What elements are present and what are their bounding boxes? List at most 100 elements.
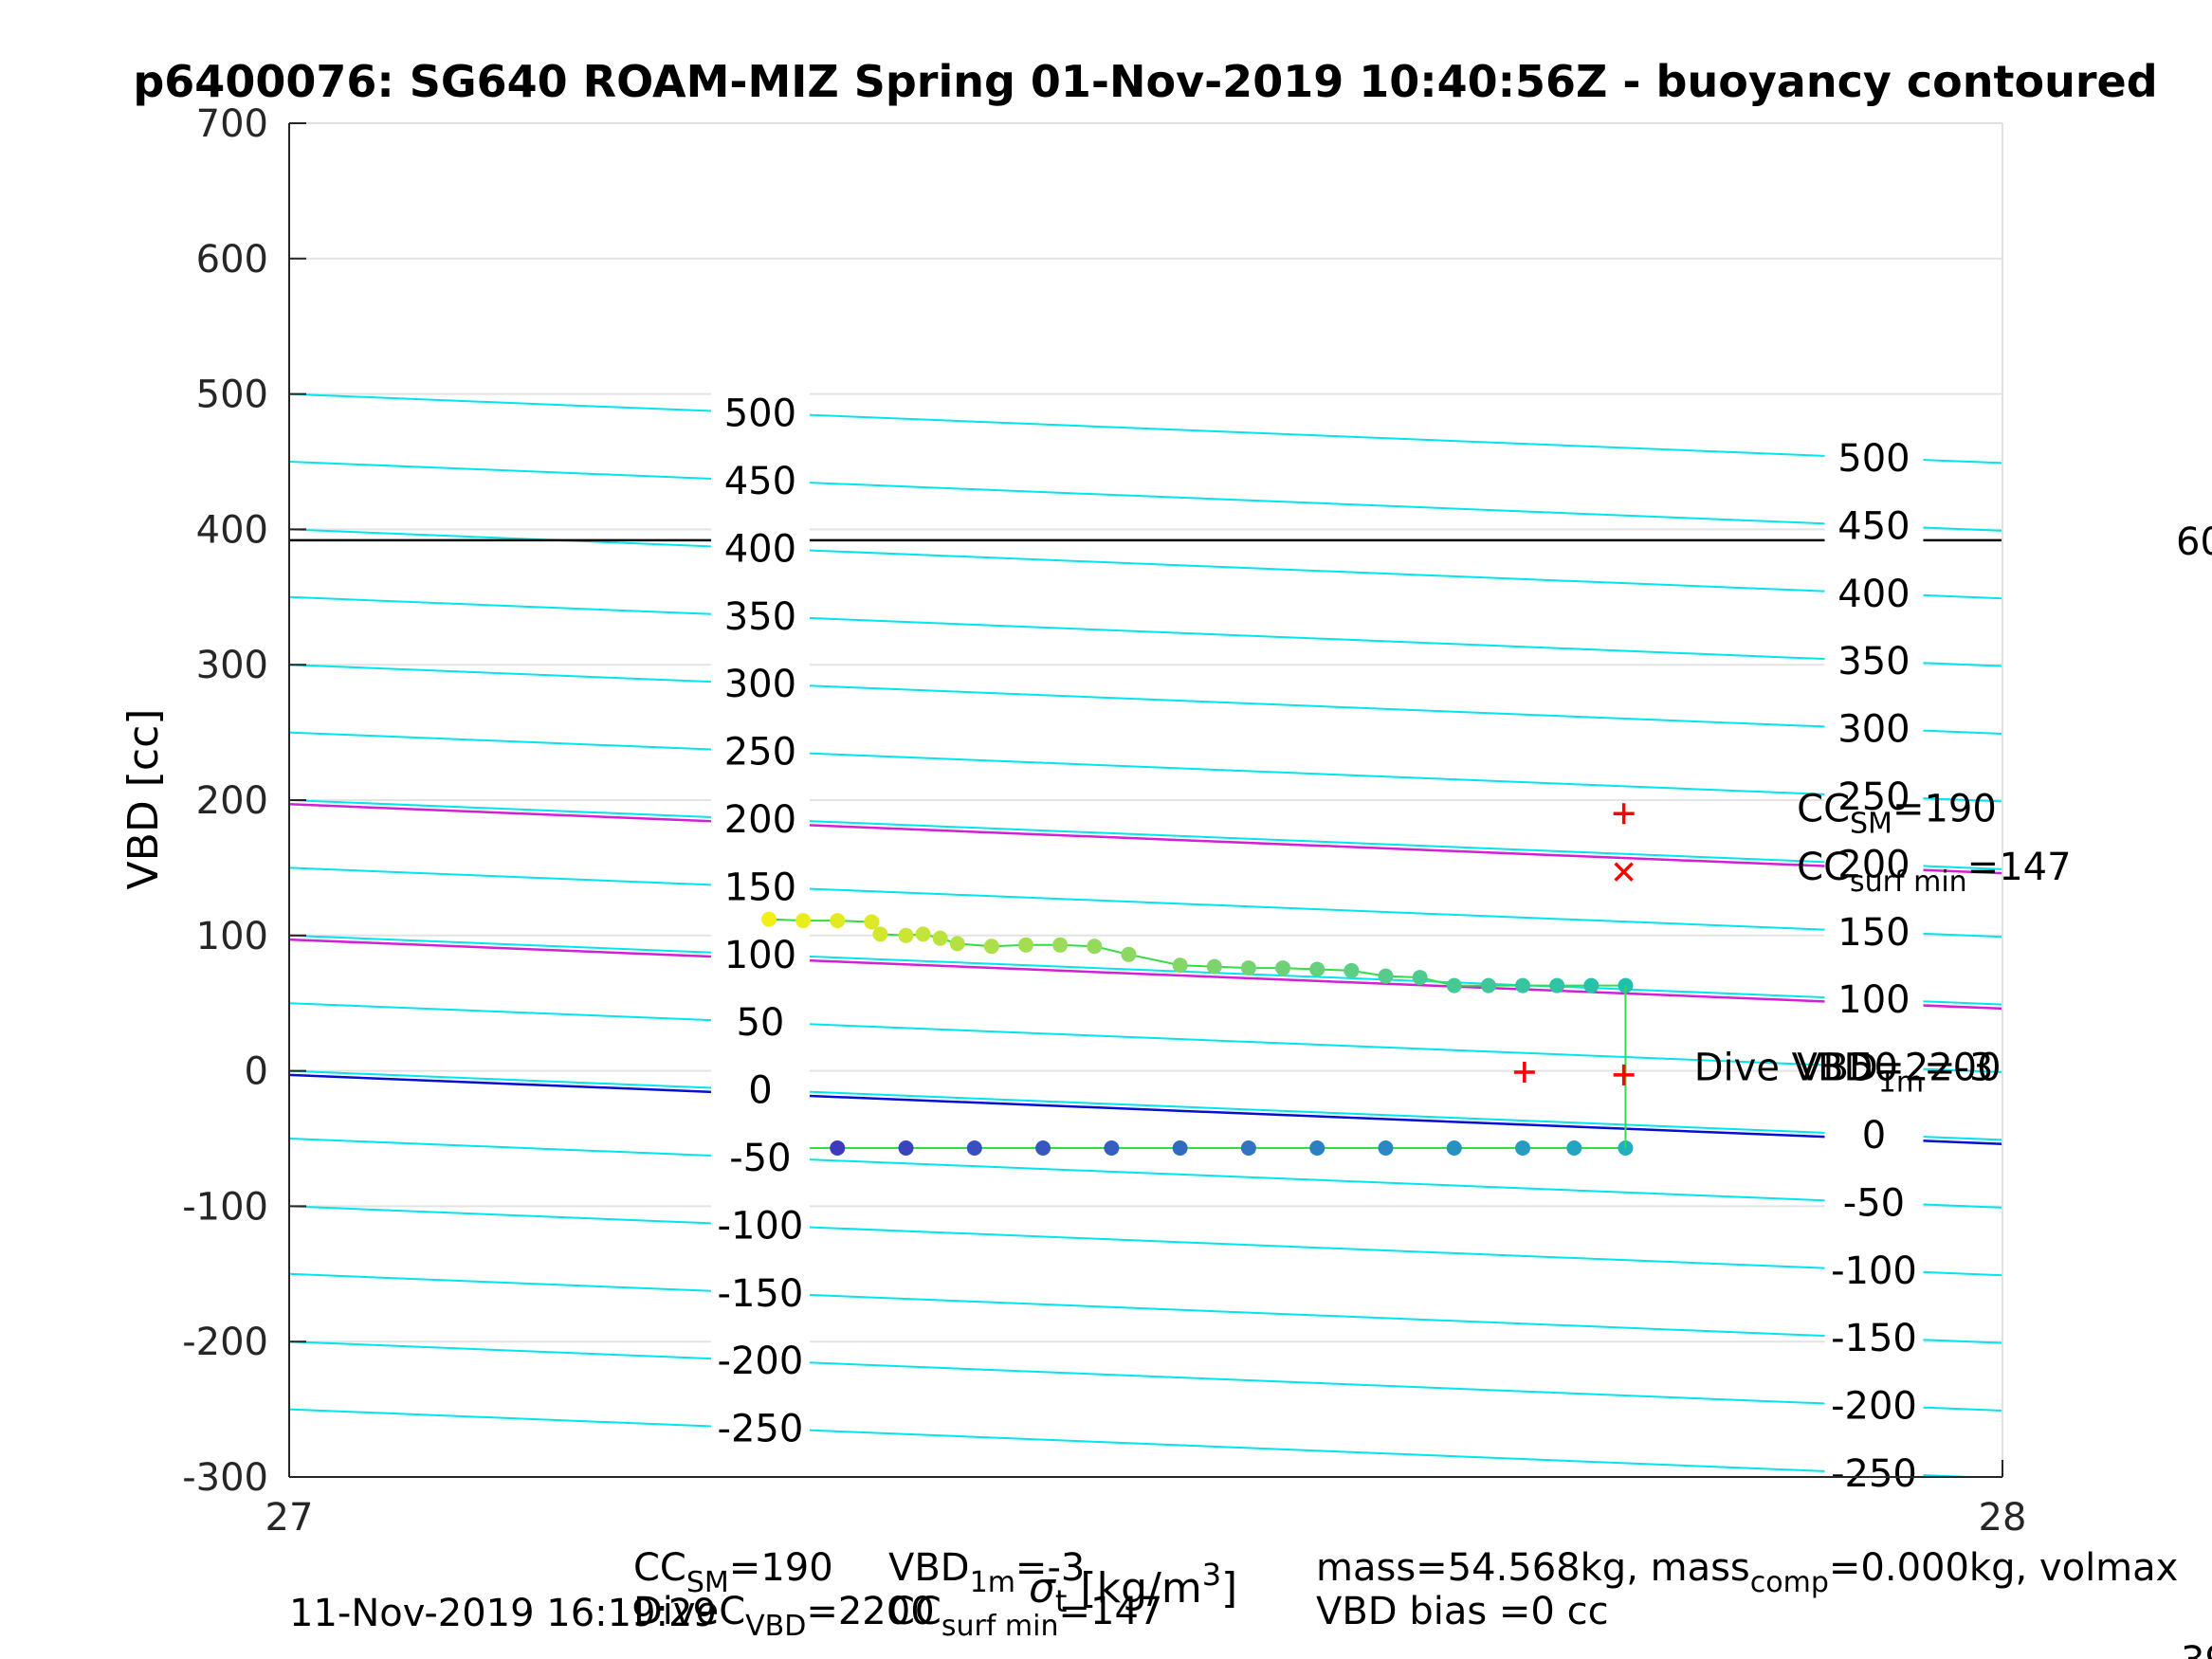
contour-line xyxy=(289,595,2002,667)
contour-label-bg xyxy=(710,1269,810,1314)
contour-label: -150 xyxy=(718,1272,804,1316)
x-tick-label: 27 xyxy=(265,1496,314,1540)
plus-marker xyxy=(1613,803,1635,825)
climb-point xyxy=(1275,960,1291,976)
contour-label: -50 xyxy=(729,1137,791,1180)
contour-line xyxy=(289,1069,2002,1141)
axes-frame xyxy=(288,122,2003,1478)
contour-label-bg xyxy=(1824,773,1924,817)
footer-mass: mass=54.568kg, masscomp=0.000kg, volmax xyxy=(1316,1546,2178,1599)
climb-point xyxy=(864,914,880,930)
contour-label: 150 xyxy=(1837,911,1910,955)
y-tick-label: 700 xyxy=(196,102,268,146)
contour-label: 300 xyxy=(1837,708,1910,752)
climb-point xyxy=(915,926,931,942)
contour-label: -200 xyxy=(1831,1385,1917,1429)
contour-label-bg xyxy=(1824,434,1924,479)
x-axis-label-close: ] xyxy=(1221,1564,1237,1613)
dive-point xyxy=(1035,1139,1051,1156)
contour-label: -50 xyxy=(1843,1181,1905,1225)
x-axis-label-sup: 3 xyxy=(1202,1557,1221,1593)
reference-line-magenta-lower xyxy=(289,938,2002,1011)
contour-label-bg xyxy=(710,525,810,570)
y-axis-label: VBD [cc] xyxy=(119,709,168,890)
y-tick-label: 100 xyxy=(196,915,268,958)
contour-label-bg xyxy=(710,864,810,908)
contour-label-bg xyxy=(1824,502,1924,547)
contour-line xyxy=(289,461,2002,532)
contour-label: 250 xyxy=(1837,775,1910,819)
contour-label-bg xyxy=(710,1405,810,1449)
annotation-cc_surf_min: CCsurf min=147 xyxy=(1797,846,2071,899)
contour-label: 200 xyxy=(1837,843,1910,886)
contour-line xyxy=(289,1138,2002,1209)
contour-label-bg xyxy=(1824,638,1924,683)
y-tick-label: 400 xyxy=(196,508,268,552)
dive-point xyxy=(1378,1139,1394,1156)
contour-label: 350 xyxy=(1837,640,1910,684)
contour-label: 400 xyxy=(1837,573,1910,616)
grid xyxy=(289,122,2002,1478)
climb-point xyxy=(1087,939,1103,955)
contour-line xyxy=(289,1205,2002,1277)
contour-label-bg xyxy=(1824,1382,1924,1427)
climb-point xyxy=(1583,977,1600,994)
y-tick-label: 600 xyxy=(196,238,268,282)
dive-point xyxy=(1240,1139,1256,1156)
plus-marker xyxy=(1613,1064,1635,1085)
climb-point xyxy=(1309,961,1325,977)
climb-point xyxy=(1446,977,1462,994)
climb-point xyxy=(1412,970,1428,986)
contour-label-bg xyxy=(710,1338,810,1382)
contour-label: 450 xyxy=(1837,504,1910,548)
y-tick-label: -300 xyxy=(182,1456,268,1500)
contour-lines xyxy=(289,392,2002,1477)
annotation-vbd_1m: VBD1m=-3 xyxy=(1797,1046,1993,1099)
climb-point xyxy=(1344,962,1360,978)
x-axis-label: σt [kg/m3] xyxy=(1029,1557,1237,1619)
x-axis-label-units: [kg/m xyxy=(1067,1564,1201,1613)
red-markers xyxy=(1513,803,1635,1085)
right-edge-label-top: 60 xyxy=(2176,520,2212,564)
contour-label: -200 xyxy=(718,1340,804,1383)
dive-point xyxy=(1446,1139,1462,1156)
dive-point xyxy=(1515,1139,1531,1156)
contour-label-bg xyxy=(1824,1315,1924,1359)
climb-point xyxy=(1052,937,1069,953)
contour-label: 150 xyxy=(724,866,796,909)
chart-title: p6400076: SG640 ROAM-MIZ Spring 01-Nov-2… xyxy=(133,56,2157,107)
contour-label: -250 xyxy=(1831,1452,1917,1496)
annotation-dive_vbd: Dive VBD=2200 xyxy=(1694,1046,2002,1089)
contour-line xyxy=(289,1002,2002,1074)
dive-point xyxy=(1309,1139,1325,1156)
dive-point xyxy=(1104,1139,1120,1156)
footer: CCSM=190 DiveCVBD=2200 VBD1m=-3 CCsurf m… xyxy=(633,1546,2178,1643)
contour-label: 300 xyxy=(724,663,796,706)
dive-point xyxy=(1172,1139,1188,1156)
contour-line xyxy=(289,731,2002,803)
footer-cc-sm: CCSM=190 xyxy=(633,1546,833,1599)
contour-line xyxy=(289,664,2002,736)
dive-point xyxy=(898,1139,914,1156)
contour-line xyxy=(289,392,2002,465)
contour-label-bg xyxy=(1824,570,1924,614)
contour-label-bg xyxy=(710,390,810,434)
annotation-cc_sm: CCSM=190 xyxy=(1797,788,1997,841)
footer-cc-surf-min: CCsurf min=147 xyxy=(888,1590,1162,1643)
contour-label-bg xyxy=(1824,1179,1924,1224)
contour-label: 0 xyxy=(748,1069,772,1113)
y-tick-label: 0 xyxy=(245,1050,268,1094)
contour-label: -150 xyxy=(1831,1317,1917,1360)
contour-label-bg xyxy=(710,931,810,975)
contour-label: 0 xyxy=(1862,1114,1886,1158)
dive-point xyxy=(1566,1139,1582,1156)
climb-point xyxy=(1549,977,1565,994)
climb-point xyxy=(830,913,846,929)
contour-label: -100 xyxy=(1831,1249,1917,1293)
contour-label: 50 xyxy=(1850,1047,1898,1090)
contour-label: 250 xyxy=(724,731,796,775)
contour-line xyxy=(289,934,2002,1006)
y-tick-label: 300 xyxy=(196,644,268,687)
